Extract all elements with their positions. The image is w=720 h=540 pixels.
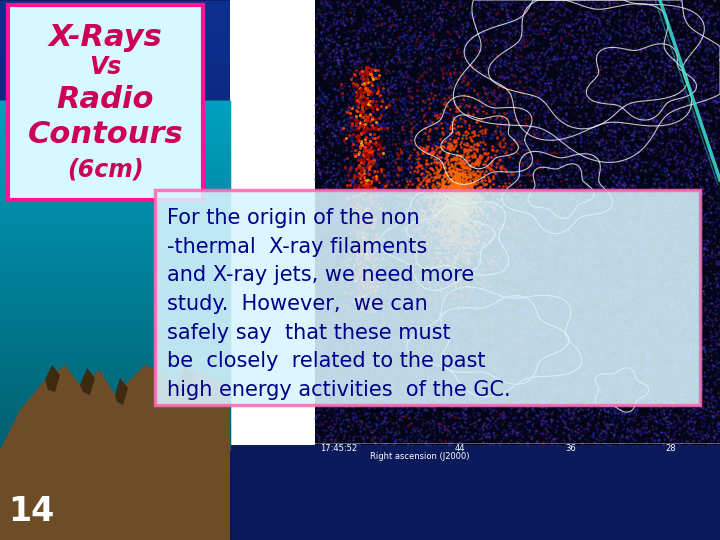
- Text: Right ascension (J2000): Right ascension (J2000): [370, 452, 469, 461]
- Bar: [315, 0, 720, 445]
- Text: 28: 28: [665, 444, 675, 453]
- Text: (6cm): (6cm): [67, 158, 144, 182]
- Polygon shape: [80, 368, 95, 395]
- Text: 36: 36: [565, 444, 576, 453]
- Text: be  closely  related to the past: be closely related to the past: [167, 352, 485, 372]
- Text: and X-ray jets, we need more: and X-ray jets, we need more: [167, 265, 474, 285]
- Text: study.  However,  we can: study. However, we can: [167, 294, 428, 314]
- Text: Contours: Contours: [27, 120, 184, 149]
- Polygon shape: [0, 390, 230, 540]
- Bar: [0, 100, 230, 450]
- Text: 17:45:52: 17:45:52: [320, 444, 357, 453]
- Text: high energy activities  of the GC.: high energy activities of the GC.: [167, 380, 510, 400]
- Text: 02:00: 02:00: [235, 435, 258, 444]
- Text: Vs: Vs: [89, 55, 122, 79]
- Text: safely say  that these must: safely say that these must: [167, 323, 451, 343]
- Text: -28:56:00: -28:56:00: [235, 2, 275, 11]
- Polygon shape: [115, 378, 128, 405]
- Text: -thermal  X-ray filaments: -thermal X-ray filaments: [167, 237, 427, 256]
- Bar: [155, 190, 700, 405]
- Polygon shape: [0, 365, 230, 450]
- Text: X-Rays: X-Rays: [49, 23, 163, 52]
- Bar: [8, 5, 203, 200]
- Text: For the origin of the non: For the origin of the non: [167, 208, 420, 228]
- Text: Radio: Radio: [57, 85, 154, 114]
- Polygon shape: [175, 365, 195, 392]
- Bar: [230, 0, 315, 445]
- Polygon shape: [45, 365, 60, 392]
- Text: 14: 14: [8, 495, 54, 528]
- Text: 44: 44: [455, 444, 466, 453]
- Text: 58:00: 58:00: [235, 100, 259, 109]
